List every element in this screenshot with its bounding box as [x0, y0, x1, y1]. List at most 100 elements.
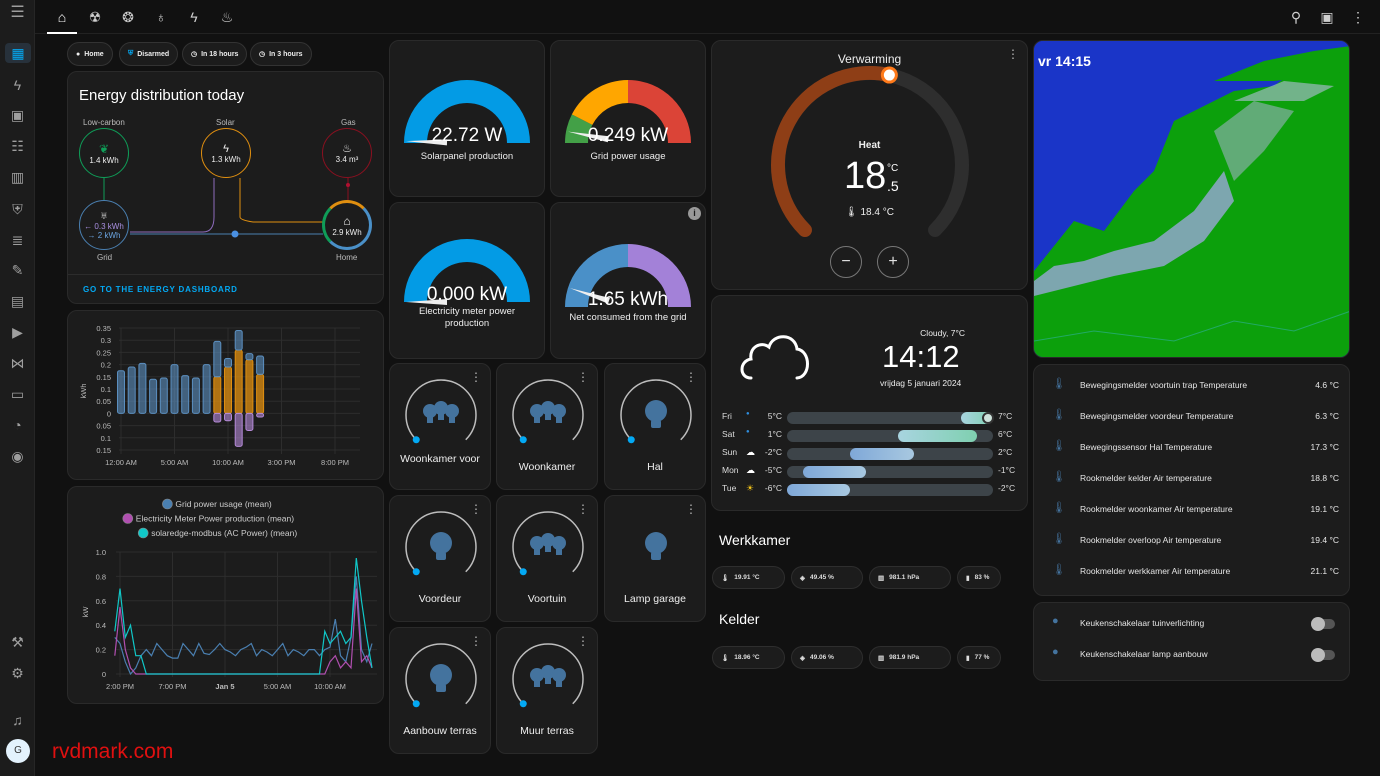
- light-tile[interactable]: ⋮ Aanbouw terras: [389, 627, 491, 754]
- bar-grid-consumption[interactable]: [245, 353, 254, 361]
- sensor-row[interactable]: 🌡︎ Bewegingsmelder voortuin trap Temperat…: [1034, 377, 1349, 397]
- sensor-chip[interactable]: ▥ 981.1 hPa: [869, 566, 951, 589]
- more-options-icon[interactable]: ⋮: [577, 502, 589, 516]
- more-options-icon[interactable]: ⋮: [685, 370, 697, 384]
- tab-alarm[interactable]: ☢: [88, 9, 102, 25]
- chip-timer[interactable]: ◷ In 18 hours: [182, 42, 248, 66]
- sidebar-item-security[interactable]: ⛨: [12, 201, 23, 217]
- thermostat-dial[interactable]: [712, 41, 1029, 291]
- gauge-card-net[interactable]: 1.65 kWh Net consumed from the grid i: [550, 202, 706, 359]
- sensor-row[interactable]: 🌡︎ Bewegingsmelder voordeur Temperature 6.…: [1034, 408, 1349, 428]
- bar-solar[interactable]: [234, 349, 243, 414]
- bar-grid-consumption[interactable]: [234, 329, 243, 351]
- bar-grid-consumption[interactable]: [138, 362, 147, 414]
- bar-grid-consumption[interactable]: [256, 355, 265, 375]
- info-icon[interactable]: i: [688, 207, 701, 220]
- sidebar-item-media[interactable]: ▤: [10, 293, 25, 309]
- tab-home[interactable]: ⌂: [47, 6, 77, 34]
- sidebar-item-media-browser[interactable]: ▶: [12, 324, 23, 340]
- bar-grid-consumption[interactable]: [170, 364, 179, 414]
- bar-grid-consumption[interactable]: [224, 358, 232, 368]
- light-tile[interactable]: ⋮ Muur terras: [496, 627, 598, 754]
- light-tile[interactable]: ⋮ Voortuin: [496, 495, 598, 622]
- bar-grid-consumption[interactable]: [191, 377, 200, 414]
- sidebar-item-vscode[interactable]: ⋈: [10, 355, 25, 371]
- bar-return-to-grid[interactable]: [213, 412, 222, 423]
- developer-tools-icon[interactable]: ⚒: [11, 634, 24, 650]
- sensor-chip[interactable]: 🌡︎ 19.91 °C: [712, 566, 785, 589]
- bar-solar[interactable]: [224, 366, 232, 414]
- bar-return-to-grid[interactable]: [245, 412, 254, 431]
- sensor-row[interactable]: 🌡︎ Rookmelder overloop Air temperature 19.…: [1034, 532, 1349, 552]
- legend-label[interactable]: solaredge-modbus (AC Power) (mean): [151, 528, 297, 538]
- bar-grid-consumption[interactable]: [213, 340, 222, 378]
- brightness-handle[interactable]: [412, 436, 420, 444]
- sidebar-item-map[interactable]: ▣: [10, 107, 25, 123]
- brightness-handle[interactable]: [412, 700, 420, 708]
- chip-person[interactable]: ● Home: [67, 42, 113, 66]
- brightness-handle[interactable]: [519, 700, 527, 708]
- light-tile[interactable]: ⋮ Voordeur: [389, 495, 491, 622]
- sidebar-item-energy[interactable]: ϟ: [13, 77, 22, 93]
- light-brightness-ring[interactable]: [390, 364, 492, 491]
- bar-solar[interactable]: [256, 373, 265, 414]
- tab-fire[interactable]: ♨: [220, 9, 234, 25]
- legend-label[interactable]: Grid power usage (mean): [175, 499, 272, 509]
- legend-label[interactable]: Electricity Meter Power production (mean…: [136, 514, 294, 524]
- legend-marker[interactable]: [162, 498, 173, 510]
- sensor-chip[interactable]: ◈ 49.06 %: [791, 646, 863, 669]
- increase-temperature-button[interactable]: +: [877, 246, 909, 278]
- sensor-row[interactable]: 🌡︎ Rookmelder werkkamer Air temperature 21…: [1034, 563, 1349, 583]
- search-icon[interactable]: ⚲: [1290, 9, 1302, 25]
- gauge-card-production[interactable]: 0.000 kW Electricity meter power producti…: [389, 202, 545, 359]
- light-brightness-ring[interactable]: [497, 364, 599, 491]
- bar-solar[interactable]: [245, 359, 254, 414]
- bar-grid-consumption[interactable]: [181, 375, 190, 414]
- chip-alarm[interactable]: ⛨ Disarmed: [119, 42, 179, 66]
- sensor-chip[interactable]: ▥ 981.9 hPa: [869, 646, 951, 669]
- legend-marker[interactable]: [122, 513, 134, 524]
- sidebar-item-explore[interactable]: ◉: [11, 448, 24, 464]
- decrease-temperature-button[interactable]: −: [830, 246, 862, 278]
- sidebar-item-history[interactable]: ▥: [10, 169, 25, 185]
- sensor-row[interactable]: 🌡︎ Rookmelder woonkamer Air temperature 19…: [1034, 501, 1349, 521]
- sensor-row[interactable]: 🌡︎ Rookmelder kelder Air temperature 18.8 …: [1034, 470, 1349, 490]
- setpoint-handle[interactable]: [880, 66, 898, 84]
- switch-toggle[interactable]: [1311, 648, 1335, 662]
- chip-timer[interactable]: ◷ In 3 hours: [250, 42, 312, 66]
- legend-marker[interactable]: [137, 527, 149, 539]
- more-options-icon[interactable]: ⋮: [470, 634, 482, 648]
- brightness-handle[interactable]: [627, 436, 635, 444]
- more-options-icon[interactable]: ⋮: [470, 370, 482, 384]
- solar-node[interactable]: ϟ 1.3 kWh: [201, 128, 251, 178]
- grid-node[interactable]: ♅ ← 0.3 kWh → 2 kWh: [79, 200, 129, 250]
- light-brightness-ring[interactable]: [390, 496, 492, 623]
- bar-grid-consumption[interactable]: [202, 364, 211, 414]
- brightness-handle[interactable]: [412, 568, 420, 576]
- light-brightness-ring[interactable]: [605, 364, 707, 491]
- more-options-icon[interactable]: ⋮: [685, 502, 697, 516]
- bar-grid-consumption[interactable]: [127, 366, 136, 414]
- more-options-icon[interactable]: ⋮: [577, 370, 589, 384]
- sidebar-item-config[interactable]: ✎: [11, 262, 24, 278]
- sensor-row[interactable]: 🌡︎ Bewegingssensor Hal Temperature 17.3 °C: [1034, 439, 1349, 459]
- sidebar-item-zigbee[interactable]: ◔: [13, 417, 22, 433]
- energy-dashboard-link[interactable]: GO TO THE ENERGY DASHBOARD: [83, 285, 238, 294]
- rain-radar-map[interactable]: vr 14:15: [1033, 40, 1350, 358]
- sensor-chip[interactable]: ▮ 83 %: [957, 566, 1001, 589]
- home-node[interactable]: ⌂ 2.9 kWh: [322, 200, 372, 250]
- avatar[interactable]: G: [6, 739, 30, 763]
- brightness-handle[interactable]: [519, 568, 527, 576]
- gas-node[interactable]: ♨ 3.4 m³: [322, 128, 372, 178]
- sidebar-item-hacs[interactable]: ≣: [11, 232, 24, 248]
- bar-grid-consumption[interactable]: [117, 370, 125, 414]
- tab-climate[interactable]: ❂: [122, 9, 134, 25]
- switch-toggle[interactable]: [1311, 617, 1335, 631]
- sensor-chip[interactable]: 🌡︎ 18.96 °C: [712, 646, 785, 669]
- assist-icon[interactable]: ▣: [1320, 9, 1334, 25]
- settings-icon[interactable]: ⚙: [11, 665, 24, 681]
- more-options-icon[interactable]: ⋮: [1007, 47, 1019, 61]
- light-tile[interactable]: ⋮ Woonkamer: [496, 363, 598, 490]
- sidebar-item-logbook[interactable]: ☷: [11, 138, 24, 154]
- notifications-icon[interactable]: ♫: [12, 712, 23, 728]
